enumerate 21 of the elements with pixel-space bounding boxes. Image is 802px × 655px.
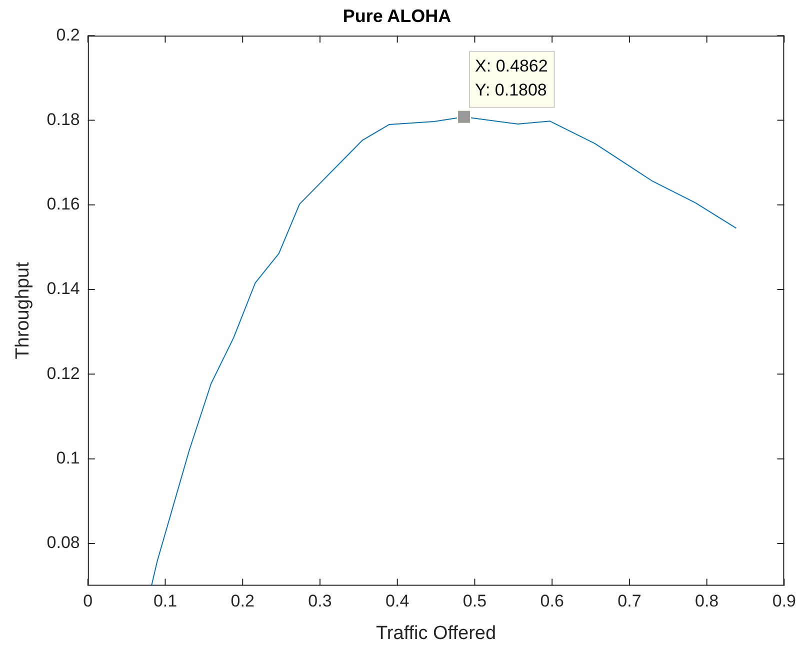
y-tick-label: 0.18 (46, 110, 80, 129)
y-tick-label: 0.2 (56, 25, 80, 44)
x-axis-title: Traffic Offered (376, 622, 496, 644)
x-tick-label: 0.3 (308, 592, 332, 611)
x-tick-label: 0.7 (618, 592, 642, 611)
x-tick-label: 0.4 (386, 592, 410, 611)
x-tick-label: 0.1 (153, 592, 178, 611)
y-axis-title: Throughput (12, 261, 34, 360)
chart-title: Pure ALOHA (342, 6, 452, 26)
annotation: X: 0.4862 Y: 0.1808 (475, 56, 548, 100)
x-tick-label: 0.6 (540, 592, 564, 611)
x-tick-label: 0.2 (230, 592, 254, 611)
x-tick-label: 0 (83, 592, 93, 611)
y-tick-label: 0.16 (46, 194, 80, 214)
y-tick-label: 0.12 (46, 364, 80, 383)
y-tick-label: 0.14 (46, 279, 80, 298)
y-tick-label: 0.1 (56, 448, 80, 468)
x-tick-label: 0.8 (694, 592, 719, 611)
y-tick-label: 0.08 (46, 533, 80, 552)
x-tick-label: 0.5 (462, 592, 487, 611)
x-tick-label: 0.9 (772, 592, 796, 611)
